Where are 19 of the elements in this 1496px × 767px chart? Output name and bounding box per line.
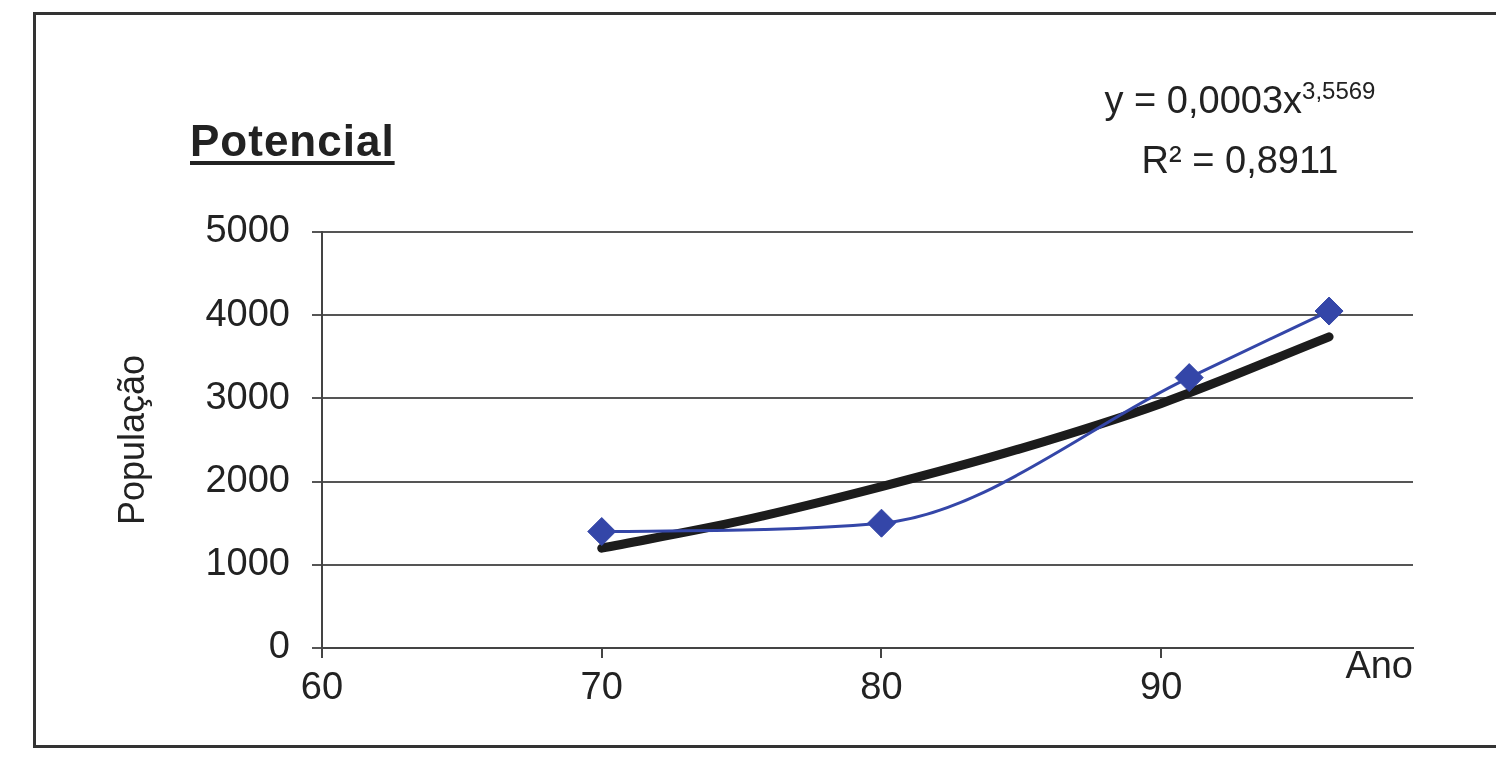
text: R² = 0,8911	[1140, 138, 1340, 183]
point	[587, 517, 617, 547]
y-axis-title: População	[110, 354, 152, 526]
y-tick-label: 2000	[205, 458, 290, 501]
point	[1314, 296, 1344, 326]
text: y = 0,0003x$^{3,5569}$	[1103, 76, 1377, 123]
x-tick-label: 70	[580, 665, 623, 708]
y-tick-label: 0	[268, 624, 290, 667]
y-tick-label: 1000	[205, 541, 290, 584]
point	[1174, 363, 1204, 393]
x-tick-label: 80	[860, 665, 903, 708]
y-tick-label: 3000	[205, 374, 290, 417]
chart-title: Potencial	[190, 116, 395, 166]
y-tick-label: 4000	[205, 291, 290, 334]
x-tick-label: 90	[1140, 665, 1183, 708]
x-axis-title: Ano	[1345, 644, 1413, 687]
x-tick-label: 60	[300, 665, 344, 708]
y-tick-label: 5000	[205, 208, 290, 251]
point	[866, 508, 896, 538]
